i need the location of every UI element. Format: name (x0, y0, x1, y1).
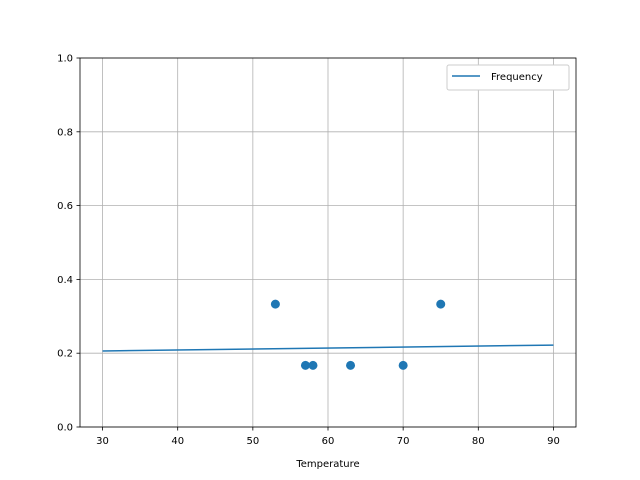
marks (102, 299, 554, 370)
y-tick-label: 1.0 (57, 54, 73, 65)
y-tick-label: 0.2 (57, 349, 73, 360)
scatter-point (308, 360, 318, 370)
scatter-point (300, 360, 310, 370)
frequency-line (102, 344, 554, 352)
x-tick-label: 30 (96, 436, 109, 447)
legend-box (446, 64, 570, 91)
x-tick-label: 80 (472, 436, 485, 447)
x-axis-label: Temperature (295, 459, 359, 470)
y-tick-label: 0.6 (57, 201, 73, 212)
ticks: 30 40 50 60 70 80 90 0.0 0.2 0.4 0.6 0.8 1.0 (57, 54, 560, 448)
x-tick-label: 90 (547, 436, 560, 447)
legend-label: Frequency (491, 72, 543, 83)
x-tick-label: 70 (397, 436, 410, 447)
scatter-point (398, 360, 408, 370)
legend: Frequency (446, 64, 570, 91)
y-tick-label: 0.8 (57, 127, 73, 138)
scatter-point (346, 360, 356, 370)
x-tick-label: 60 (322, 436, 335, 447)
x-tick-label: 40 (171, 436, 184, 447)
x-tick-label: 50 (246, 436, 259, 447)
scatter-point (436, 299, 446, 309)
scatter-point (270, 299, 280, 309)
y-tick-label: 0.4 (57, 275, 73, 286)
y-tick-label: 0.0 (57, 423, 73, 434)
